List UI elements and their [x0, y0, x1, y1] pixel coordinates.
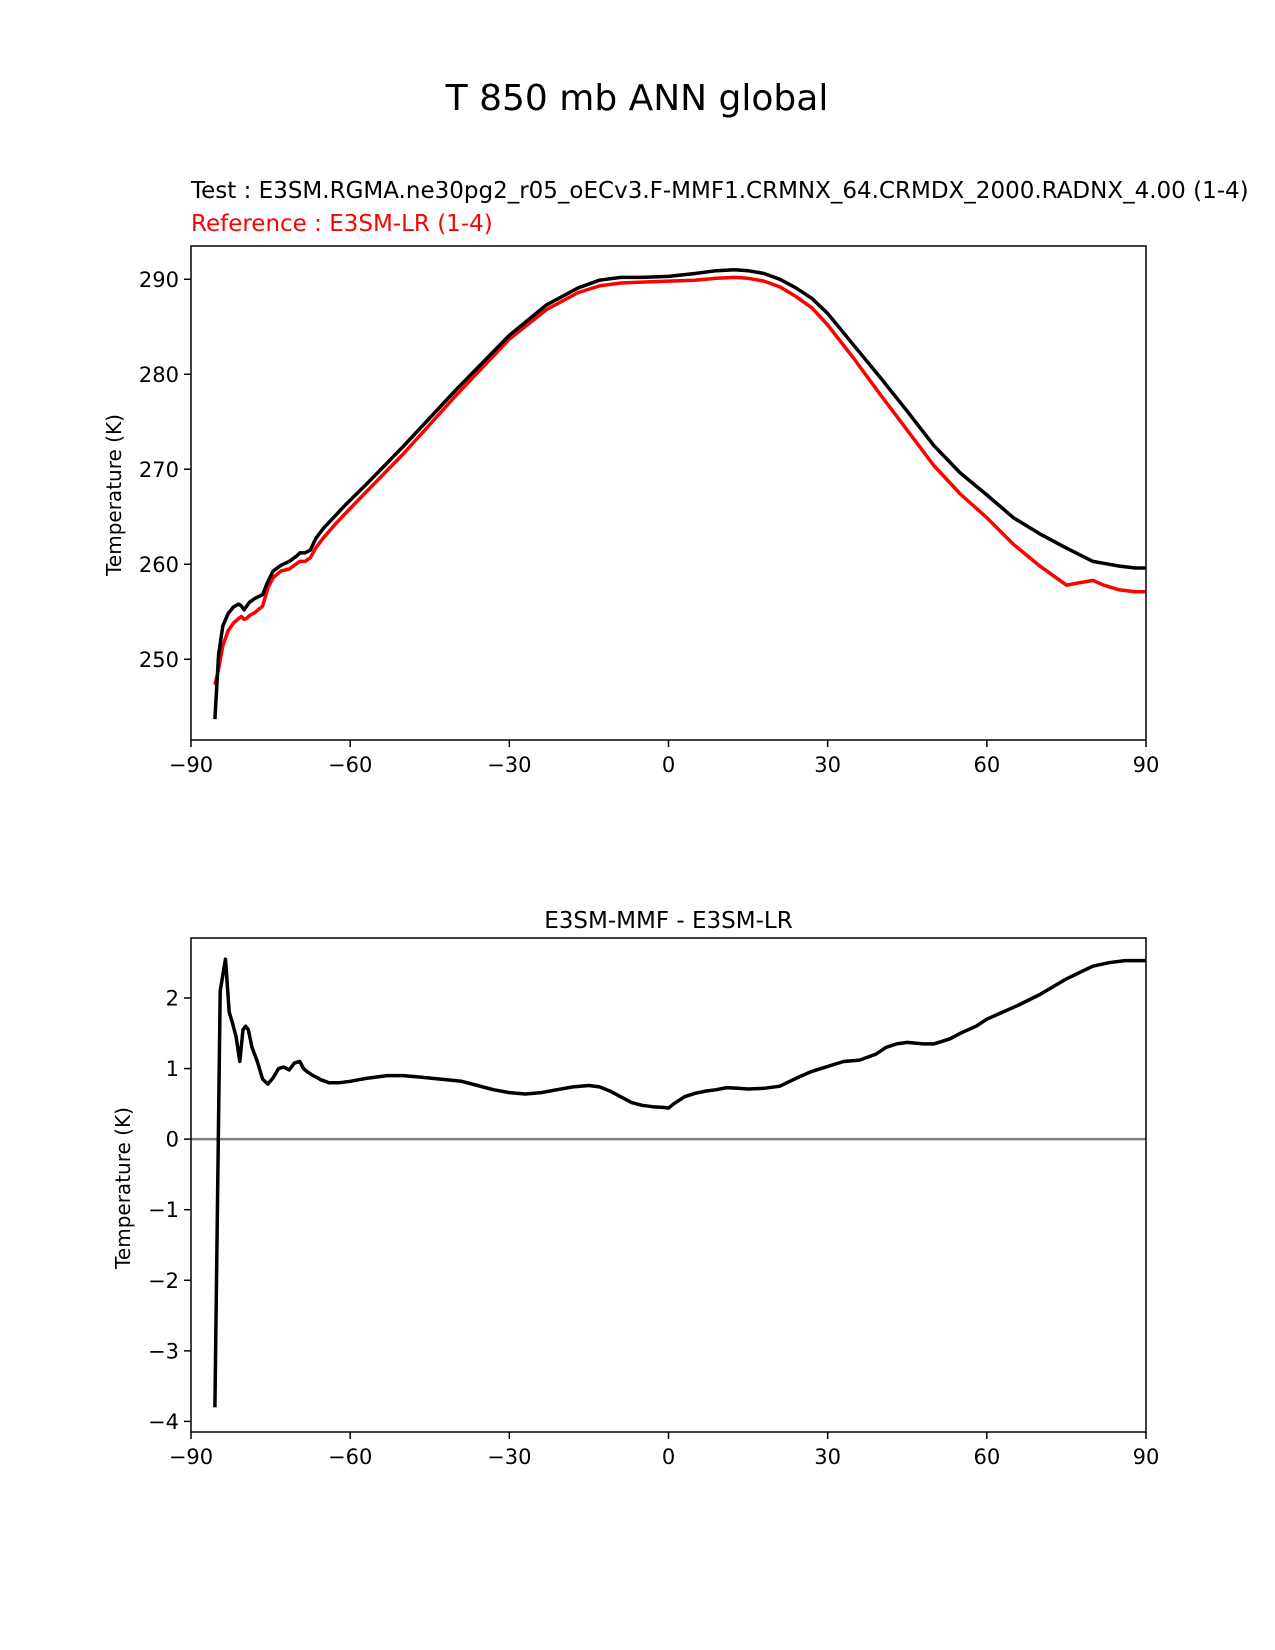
top-plot-area: −90 −60 −30 0 30 60 90 250 260 270 280 290 [139, 245, 1160, 777]
bottom-y-tick-label: −2 [148, 1269, 179, 1293]
bottom-x-tick-label: 60 [973, 1445, 1000, 1469]
bottom-y-tick-label: 2 [166, 986, 179, 1010]
top-x-tick-label: 0 [662, 753, 675, 777]
top-reference-series-line [213, 275, 1146, 686]
top-y-tick-label: 290 [139, 268, 179, 292]
bottom-y-tick-label: −3 [148, 1339, 179, 1363]
bottom-y-tick-label: 0 [166, 1128, 179, 1152]
top-y-tick-label: 270 [139, 458, 179, 482]
top-x-tick-label: −90 [169, 753, 213, 777]
top-y-tick-label: 260 [139, 553, 179, 577]
top-axes-frame [190, 245, 1147, 741]
top-x-tick-label: −30 [487, 753, 531, 777]
bottom-plot-area: −90 −60 −30 0 30 60 90 −4 −3 −2 −1 0 1 2 [148, 937, 1160, 1469]
bottom-panel: E3SM-MMF - E3SM-LR −90 −60 −30 0 30 60 90−4−3−… [111, 908, 1159, 1469]
bottom-x-tick-label: 90 [1133, 1445, 1160, 1469]
bottom-panel-title: E3SM-MMF - E3SM-LR [544, 908, 792, 934]
top-y-axis-label: Temperature (K) [102, 414, 126, 577]
bottom-y-tick-label: 1 [166, 1057, 179, 1081]
bottom-y-tick-label: −1 [148, 1198, 179, 1222]
top-x-tick-label: 30 [814, 753, 841, 777]
bottom-x-tick-label: 0 [662, 1445, 675, 1469]
bottom-y-tick-label: −4 [148, 1410, 179, 1434]
bottom-x-tick-label: −90 [169, 1445, 213, 1469]
top-x-tick-label: −60 [328, 753, 372, 777]
bottom-difference-series-line [213, 957, 1146, 1408]
bottom-y-axis-label: Temperature (K) [111, 1107, 135, 1270]
top-y-tick-label: 280 [139, 363, 179, 387]
bottom-x-tick-label: 30 [814, 1445, 841, 1469]
top-panel: Test : E3SM.RGMA.ne30pg2_r05_oECv3.F-MMF… [102, 178, 1249, 777]
bottom-x-tick-label: −60 [328, 1445, 372, 1469]
top-test-series-line [213, 268, 1146, 720]
top-test-label: Test : E3SM.RGMA.ne30pg2_r05_oECv3.F-MMF… [190, 178, 1249, 204]
top-x-tick-label: 90 [1133, 753, 1160, 777]
top-y-tick-label: 250 [139, 648, 179, 672]
top-x-tick-label: 60 [973, 753, 1000, 777]
top-reference-label: Reference : E3SM-LR (1-4) [191, 211, 493, 237]
figure-title: T 850 mb ANN global [445, 78, 829, 119]
bottom-x-tick-label: −30 [487, 1445, 531, 1469]
